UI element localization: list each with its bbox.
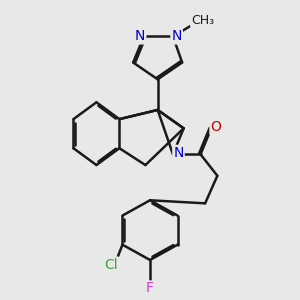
Text: Cl: Cl bbox=[104, 258, 118, 272]
Text: N: N bbox=[173, 146, 184, 160]
Text: N: N bbox=[172, 29, 182, 44]
Text: F: F bbox=[146, 281, 154, 296]
Text: N: N bbox=[135, 29, 146, 44]
Text: O: O bbox=[210, 120, 221, 134]
Text: CH₃: CH₃ bbox=[191, 14, 214, 27]
